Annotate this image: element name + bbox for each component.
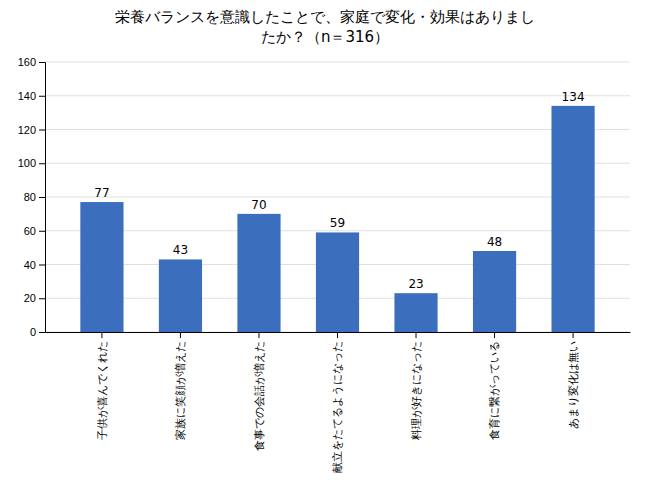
data-label: 59 (330, 216, 345, 230)
data-labels: 77 43 70 59 23 48 134 (94, 90, 584, 291)
tick-label: 料理が好きになった (410, 341, 422, 440)
tick-mark (39, 298, 45, 299)
tick: 0 (30, 326, 45, 338)
tick: 食育に繋がっている (488, 332, 500, 440)
data-label: 77 (94, 186, 109, 200)
title: 栄養バランスを意識したことで、家庭で変化・効果はありましたか？（n＝316） (115, 8, 535, 46)
tick-mark (39, 332, 45, 333)
tick-mark (39, 130, 45, 131)
tick-label: 120 (18, 124, 36, 136)
bar (237, 214, 280, 332)
tick: 80 (24, 191, 45, 203)
tick-label: 40 (24, 259, 36, 271)
tick: 子供が喜んでくれた (96, 332, 108, 440)
tick-label: 食育に繋がっている (488, 341, 500, 440)
tick: 40 (24, 259, 45, 271)
tick: 20 (24, 292, 45, 304)
tick-mark (573, 332, 574, 338)
bar (316, 232, 359, 332)
chart: 栄養バランスを意識したことで、家庭で変化・効果はありましたか？（n＝316） 0 2… (0, 0, 650, 487)
tick-label: 60 (24, 225, 36, 237)
tick: あまり変化は無い (567, 332, 579, 429)
tick-mark (416, 332, 417, 338)
tick-label: 80 (24, 191, 36, 203)
tick-label: 子供が喜んでくれた (96, 341, 108, 440)
tick: 献立をたてるようになった (331, 332, 344, 473)
tick: 160 (18, 56, 45, 68)
axis-line (39, 63, 46, 333)
tick-label: 20 (24, 292, 36, 304)
data-label: 23 (408, 277, 423, 291)
grid-line (45, 62, 630, 63)
tick-mark (39, 265, 45, 266)
bar (473, 251, 516, 332)
bar (394, 293, 437, 332)
tick-label: あまり変化は無い (567, 341, 579, 429)
grid (45, 62, 630, 332)
title-line: 栄養バランスを意識したことで、家庭で変化・効果はありまし (115, 8, 535, 26)
tick-label: 食事での会話が増えた (253, 341, 265, 451)
tick: 120 (18, 124, 45, 136)
tick-mark (101, 332, 102, 338)
tick-label: 140 (18, 90, 36, 102)
grid-line (45, 95, 630, 96)
tick: 140 (18, 90, 45, 102)
tick-mark (258, 332, 259, 338)
data-label: 70 (251, 198, 266, 212)
data-label: 134 (562, 90, 585, 104)
tick: 100 (18, 157, 45, 169)
grid-line (45, 197, 630, 198)
bar (80, 202, 123, 332)
tick-mark (39, 62, 45, 63)
tick-mark (39, 96, 45, 97)
bar (551, 106, 594, 332)
tick-label: 100 (18, 157, 36, 169)
tick-label: 0 (30, 326, 36, 338)
tick: 食事での会話が増えた (253, 332, 265, 451)
bars (80, 106, 594, 332)
tick-mark (180, 332, 181, 338)
grid-line (45, 163, 630, 164)
tick-mark (39, 231, 45, 232)
y-axis: 0 20 40 60 80 100 120 140 160 (18, 56, 46, 338)
tick-mark (39, 197, 45, 198)
tick: 家族に笑顔が増えた (174, 332, 186, 440)
tick: 60 (24, 225, 45, 237)
plot: 0 20 40 60 80 100 120 140 160 子供が喜んでくれた 家族に笑顔が増えた 食… (18, 56, 631, 473)
tick-mark (494, 332, 495, 338)
tick-mark (337, 332, 338, 338)
bar (159, 259, 202, 332)
x-axis: 子供が喜んでくれた 家族に笑顔が増えた 食事での会話が増えた 献立をたてるようになった… (46, 332, 631, 473)
tick-label: 160 (18, 56, 36, 68)
data-label: 43 (173, 243, 188, 257)
data-label: 48 (487, 235, 502, 249)
tick-label: 家族に笑顔が増えた (174, 341, 186, 440)
tick-label: 献立をたてるようになった (331, 341, 344, 473)
title-line: たか？（n＝316） (261, 28, 389, 46)
tick: 料理が好きになった (410, 332, 422, 440)
grid-line (45, 129, 630, 130)
tick-mark (39, 163, 45, 164)
